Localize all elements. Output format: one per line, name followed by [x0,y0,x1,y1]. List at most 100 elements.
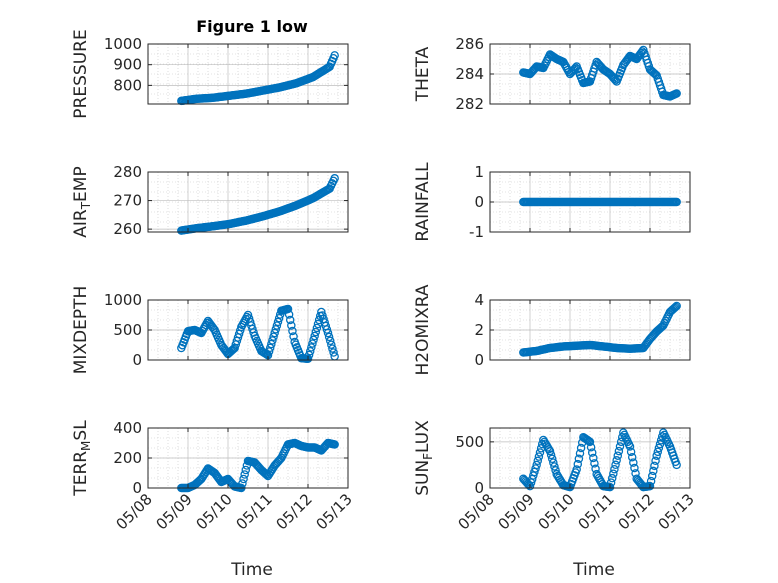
subplot-terr-msl: 05/0805/0905/1005/1105/1205/130200400TER… [71,419,356,533]
data-point [544,444,554,454]
data-point [671,302,680,312]
data-point [307,343,316,352]
data-point [586,442,596,452]
data-point [625,442,635,451]
data-point [328,344,337,353]
data-point [670,303,679,313]
y-tick-label: -1 [469,223,484,241]
data-point [329,348,338,357]
data-point [532,460,541,470]
data-point [614,446,624,456]
data-point [239,474,248,484]
data-point [605,482,615,492]
data-point [650,461,659,471]
data-point [646,476,656,486]
data-point [645,481,655,491]
y-tick-label: 0 [474,479,484,497]
data-point [310,331,319,341]
data-point [574,454,584,464]
data-point [303,354,313,364]
data-point [269,332,278,341]
data-point [274,313,284,323]
data-point [672,89,681,98]
y-tick-label: 284 [455,65,484,83]
data-point [271,325,281,334]
data-point [629,458,638,467]
data-point [289,332,298,341]
data-point [572,465,581,474]
y-tick-label: 0 [132,351,142,369]
data-point [589,453,598,463]
data-point [647,471,657,481]
data-point [575,449,585,458]
data-point [268,336,277,345]
data-point [265,343,275,353]
y-tick-label: 282 [455,95,484,113]
y-tick-label: 0 [132,479,142,497]
data-point [547,454,557,464]
data-point [546,450,556,460]
data-point [330,440,339,449]
data-point [287,321,296,330]
y-tick-label: 400 [113,419,142,437]
y-tick-label: 200 [113,449,142,467]
data-point [311,327,321,337]
y-axis-label: PRESSURE [71,29,91,118]
y-tick-label: 270 [113,192,142,210]
y-axis-label: TERRMSL [71,420,93,497]
data-point [308,339,317,348]
data-point [285,315,295,325]
data-point [612,456,621,465]
data-point [330,51,339,60]
y-tick-label: 900 [113,56,142,74]
x-axis-label-left: Time [230,560,273,580]
data-point [651,456,660,466]
y-tick-label: 286 [455,35,484,53]
data-point [267,339,276,349]
data-point [323,328,333,338]
y-axis-label: AIRTEMP [71,166,93,237]
y-tick-label: 800 [113,76,142,94]
data-point [587,448,597,457]
y-tick-label: 4 [474,291,484,309]
data-point [626,447,636,457]
data-point [241,465,251,475]
data-point [288,326,297,336]
y-axis-label: MIXDEPTH [71,286,91,375]
data-point [573,459,583,469]
y-axis-label: H2OMIXRA [413,284,433,375]
data-point [270,328,279,338]
data-point [617,432,627,442]
y-axis-label: RAINFALL [413,162,433,242]
data-point [591,464,600,474]
y-tick-label: 0 [474,193,484,211]
data-point [649,466,658,476]
data-point [283,304,293,314]
data-point [238,479,247,488]
subplot-air-temp: 260 270 280 AIRTEMP [71,163,349,238]
data-point [610,464,619,474]
data-point [607,473,617,483]
subplot-sun-flux: 05/0805/0905/1005/1105/1205/130500SUNFLU… [413,420,698,534]
data-point [325,336,335,346]
subplot-rainfall: -1 0 1 RAINFALL [413,162,691,242]
data-point [627,452,637,462]
subplot-h2omixra: 0 2 4 H2OMIXRA [413,284,691,376]
x-axis-label-right: Time [572,560,615,580]
data-point [615,442,625,451]
y-tick-label: 500 [455,433,484,451]
data-point [284,310,294,319]
data-point [609,469,618,478]
data-point [655,439,665,449]
data-point [550,462,559,471]
data-point [264,347,274,356]
axes-box [147,43,349,105]
data-point [272,321,282,330]
y-tick-label: 2 [474,321,484,339]
data-point [654,443,664,453]
axes-box [489,427,691,489]
data-point [653,447,663,457]
data-point [590,459,599,468]
